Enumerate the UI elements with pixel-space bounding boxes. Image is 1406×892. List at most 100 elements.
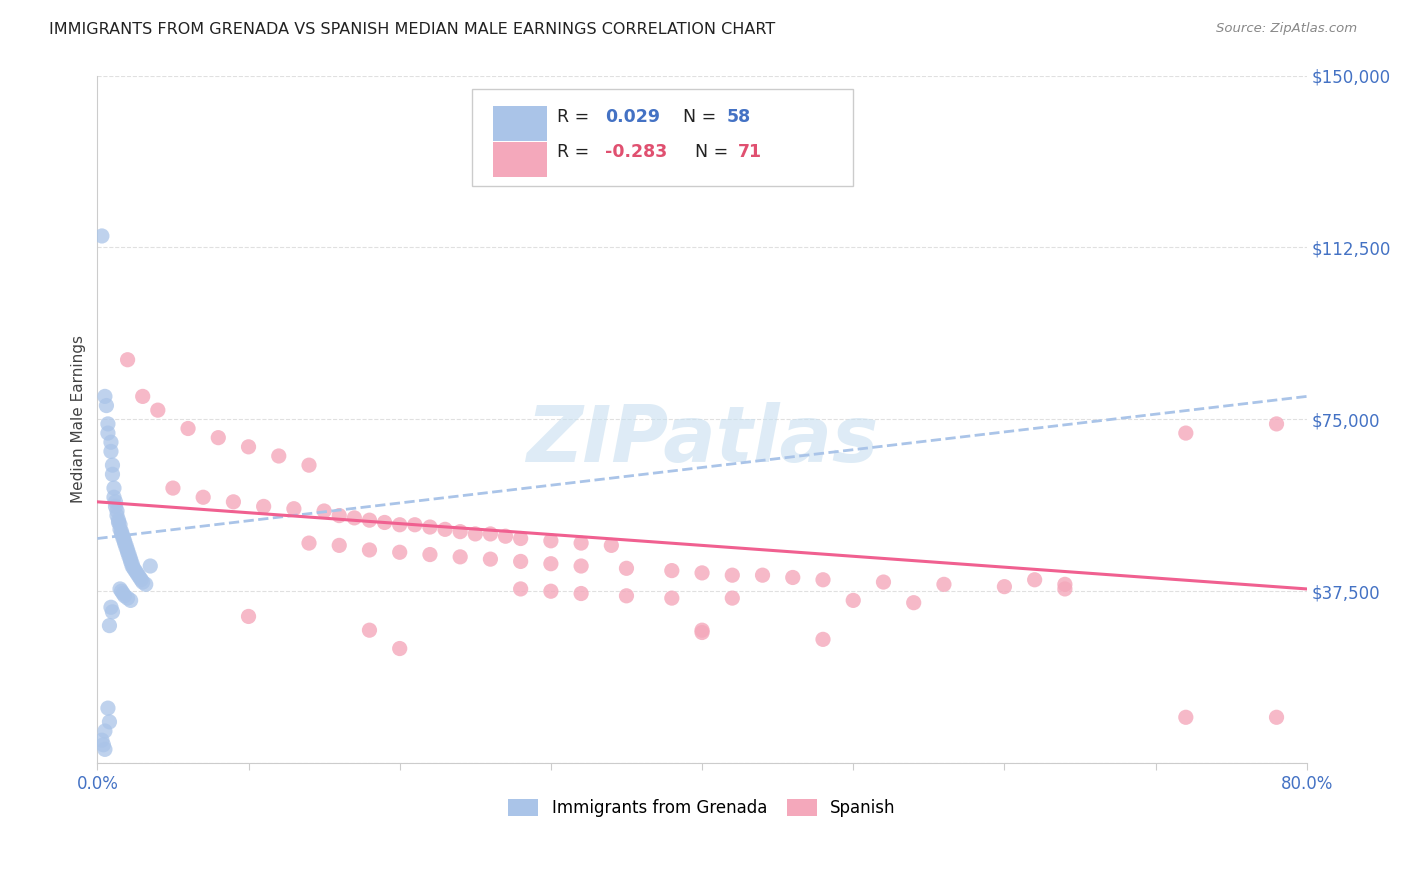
Point — [721, 591, 744, 606]
Point — [103, 481, 125, 495]
Point — [90, 733, 112, 747]
Point — [114, 589, 136, 603]
Point — [388, 641, 411, 656]
Point — [104, 495, 127, 509]
Point — [253, 500, 276, 514]
Point — [107, 516, 129, 530]
Point — [108, 582, 131, 596]
Point — [112, 532, 135, 546]
Point — [616, 589, 638, 603]
Text: ZIPatlas: ZIPatlas — [526, 402, 879, 478]
Point — [108, 522, 131, 536]
Point — [103, 490, 125, 504]
Point — [932, 577, 955, 591]
Text: 58: 58 — [727, 108, 751, 126]
Point — [118, 549, 141, 564]
Point — [419, 548, 441, 562]
Point — [569, 586, 592, 600]
Text: Source: ZipAtlas.com: Source: ZipAtlas.com — [1216, 22, 1357, 36]
Point — [101, 458, 124, 472]
Point — [114, 536, 136, 550]
Text: R =: R = — [557, 108, 595, 126]
Point — [479, 552, 502, 566]
Point — [117, 591, 139, 606]
Point — [131, 575, 153, 590]
Point — [238, 440, 260, 454]
Point — [842, 593, 865, 607]
FancyBboxPatch shape — [494, 142, 547, 177]
Point — [94, 742, 117, 756]
FancyBboxPatch shape — [494, 106, 547, 141]
Point — [449, 549, 471, 564]
Point — [419, 520, 441, 534]
Point — [690, 623, 713, 637]
Point — [110, 584, 132, 599]
Point — [105, 504, 128, 518]
Point — [359, 543, 381, 558]
Text: 0.029: 0.029 — [606, 108, 661, 126]
Point — [177, 421, 200, 435]
Point — [903, 596, 925, 610]
Point — [434, 522, 457, 536]
Point — [117, 543, 139, 558]
Point — [100, 600, 122, 615]
Point — [107, 513, 129, 527]
Point — [118, 548, 141, 562]
Point — [101, 467, 124, 482]
Point — [661, 564, 683, 578]
Point — [751, 568, 773, 582]
Point — [122, 561, 145, 575]
Text: -0.283: -0.283 — [606, 143, 668, 161]
Point — [464, 527, 486, 541]
Text: IMMIGRANTS FROM GRENADA VS SPANISH MEDIAN MALE EARNINGS CORRELATION CHART: IMMIGRANTS FROM GRENADA VS SPANISH MEDIA… — [49, 22, 776, 37]
Point — [222, 495, 245, 509]
Point — [97, 426, 120, 441]
Point — [146, 403, 169, 417]
Point — [616, 561, 638, 575]
Point — [509, 532, 531, 546]
Point — [314, 504, 336, 518]
Point — [100, 435, 122, 450]
Point — [388, 517, 411, 532]
Point — [90, 229, 112, 244]
Point — [495, 529, 517, 543]
Point — [100, 444, 122, 458]
Point — [117, 545, 139, 559]
Point — [569, 536, 592, 550]
Point — [540, 557, 562, 571]
Point — [115, 538, 138, 552]
Point — [129, 573, 152, 587]
Point — [104, 500, 127, 514]
Text: N =: N = — [672, 108, 721, 126]
Point — [98, 618, 121, 632]
Point — [449, 524, 471, 539]
Point — [1053, 577, 1076, 591]
Point — [404, 517, 426, 532]
Point — [540, 533, 562, 548]
Point — [101, 605, 124, 619]
Point — [1024, 573, 1046, 587]
Point — [569, 559, 592, 574]
Point — [359, 623, 381, 637]
Point — [93, 738, 115, 752]
Text: R =: R = — [557, 143, 595, 161]
Point — [94, 724, 117, 739]
Point — [374, 516, 396, 530]
Y-axis label: Median Male Earnings: Median Male Earnings — [72, 335, 86, 503]
Point — [1174, 710, 1197, 724]
Point — [238, 609, 260, 624]
Point — [782, 570, 804, 584]
Point — [94, 389, 117, 403]
Point — [108, 517, 131, 532]
Point — [125, 566, 148, 580]
Point — [193, 490, 215, 504]
Point — [117, 352, 139, 367]
Point — [207, 431, 229, 445]
Point — [98, 714, 121, 729]
Point — [124, 564, 146, 578]
Point — [298, 458, 321, 472]
Point — [661, 591, 683, 606]
Point — [509, 554, 531, 568]
Point — [1174, 426, 1197, 441]
Point — [135, 577, 157, 591]
